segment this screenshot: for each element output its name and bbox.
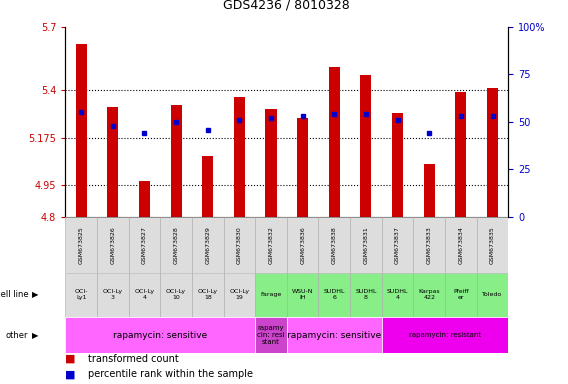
Text: Farage: Farage	[260, 292, 282, 297]
Bar	[382, 217, 414, 273]
Text: GSM673831: GSM673831	[364, 226, 369, 264]
Bar	[255, 317, 287, 353]
Bar	[160, 273, 192, 317]
Bar	[361, 76, 371, 217]
Text: rapamycin: sensitive: rapamycin: sensitive	[287, 331, 382, 339]
Text: rapamycin: sensitive: rapamycin: sensitive	[113, 331, 207, 339]
Bar	[392, 114, 403, 217]
Bar	[202, 156, 213, 217]
Bar	[160, 217, 192, 273]
Bar	[170, 105, 182, 217]
Text: GSM673832: GSM673832	[269, 226, 274, 264]
Bar	[287, 317, 382, 353]
Bar	[477, 273, 508, 317]
Text: SUDHL
8: SUDHL 8	[355, 289, 377, 300]
Bar	[445, 217, 477, 273]
Bar	[255, 273, 287, 317]
Text: OCI-
Ly1: OCI- Ly1	[74, 289, 88, 300]
Text: GSM673833: GSM673833	[427, 226, 432, 264]
Text: GSM673838: GSM673838	[332, 226, 337, 264]
Bar	[224, 217, 255, 273]
Text: OCI-Ly
4: OCI-Ly 4	[135, 289, 154, 300]
Text: ▶: ▶	[32, 290, 39, 299]
Text: GSM673837: GSM673837	[395, 226, 400, 264]
Text: percentile rank within the sample: percentile rank within the sample	[88, 369, 253, 379]
Text: other: other	[6, 331, 28, 339]
Bar	[65, 217, 97, 273]
Text: GSM673828: GSM673828	[174, 226, 178, 264]
Bar	[192, 217, 224, 273]
Bar	[350, 273, 382, 317]
Text: GDS4236 / 8010328: GDS4236 / 8010328	[223, 0, 350, 12]
Text: GSM673835: GSM673835	[490, 226, 495, 264]
Text: SUDHL
6: SUDHL 6	[324, 289, 345, 300]
Bar	[192, 273, 224, 317]
Text: GSM673826: GSM673826	[110, 226, 115, 264]
Bar	[297, 118, 308, 217]
Bar	[107, 107, 118, 217]
Text: Karpas
422: Karpas 422	[419, 289, 440, 300]
Text: Toledo: Toledo	[482, 292, 503, 297]
Text: transformed count: transformed count	[88, 354, 179, 364]
Bar	[139, 181, 150, 217]
Text: OCI-Ly
19: OCI-Ly 19	[229, 289, 249, 300]
Bar	[382, 317, 508, 353]
Bar	[287, 273, 319, 317]
Text: GSM673825: GSM673825	[78, 226, 83, 264]
Text: OCI-Ly
3: OCI-Ly 3	[103, 289, 123, 300]
Bar	[128, 273, 160, 317]
Bar	[319, 273, 350, 317]
Text: ■: ■	[65, 354, 76, 364]
Bar	[65, 317, 255, 353]
Text: GSM673834: GSM673834	[458, 226, 463, 264]
Text: GSM673827: GSM673827	[142, 226, 147, 264]
Text: cell line: cell line	[0, 290, 28, 299]
Text: OCI-Ly
10: OCI-Ly 10	[166, 289, 186, 300]
Bar	[477, 217, 508, 273]
Bar	[424, 164, 435, 217]
Bar	[382, 273, 414, 317]
Text: ▶: ▶	[32, 331, 39, 339]
Bar	[128, 217, 160, 273]
Bar	[234, 97, 245, 217]
Bar	[414, 217, 445, 273]
Bar	[97, 217, 128, 273]
Text: OCI-Ly
18: OCI-Ly 18	[198, 289, 218, 300]
Bar	[65, 273, 97, 317]
Text: WSU-N
IH: WSU-N IH	[292, 289, 314, 300]
Text: rapamycin: resistant: rapamycin: resistant	[409, 332, 481, 338]
Bar	[329, 67, 340, 217]
Bar	[414, 273, 445, 317]
Bar	[97, 273, 128, 317]
Bar	[445, 273, 477, 317]
Text: rapamy
cin: resi
stant: rapamy cin: resi stant	[257, 325, 285, 345]
Bar	[287, 217, 319, 273]
Bar	[255, 217, 287, 273]
Text: GSM673829: GSM673829	[205, 226, 210, 264]
Text: GSM673836: GSM673836	[300, 226, 305, 264]
Bar	[350, 217, 382, 273]
Bar	[224, 273, 255, 317]
Text: GSM673830: GSM673830	[237, 226, 242, 264]
Text: ■: ■	[65, 369, 76, 379]
Bar	[319, 217, 350, 273]
Text: Pfeiff
er: Pfeiff er	[453, 289, 469, 300]
Bar	[265, 109, 277, 217]
Text: SUDHL
4: SUDHL 4	[387, 289, 408, 300]
Bar	[76, 44, 87, 217]
Bar	[456, 93, 466, 217]
Bar	[487, 88, 498, 217]
